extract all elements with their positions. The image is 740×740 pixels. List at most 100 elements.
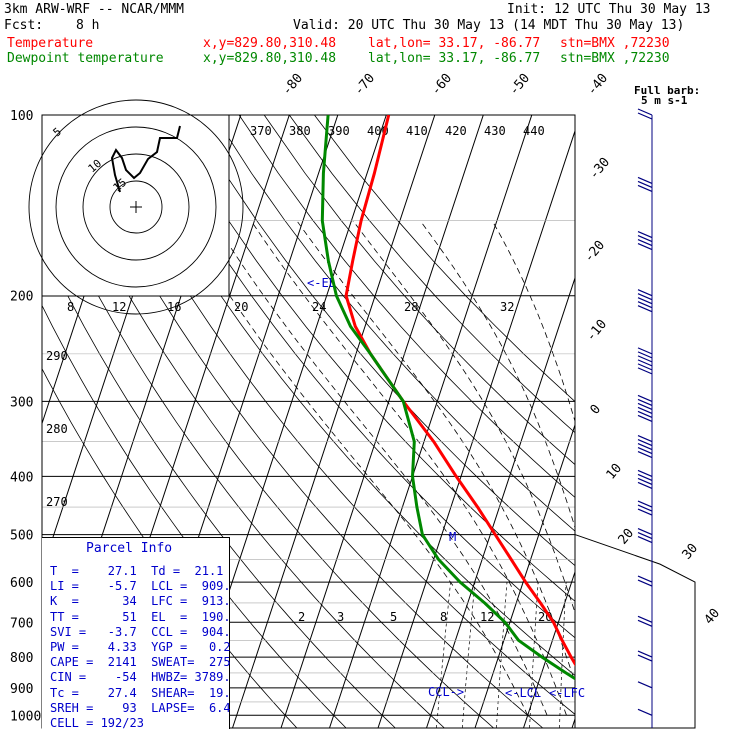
isotherm-line bbox=[329, 115, 533, 728]
moist-adiabat-line bbox=[250, 220, 567, 716]
dry-adiabat-line bbox=[163, 115, 575, 602]
barb-flag bbox=[637, 536, 653, 544]
top-temperature-label: -50 bbox=[507, 71, 534, 99]
dry-adiabat-line bbox=[62, 115, 544, 728]
parcel-info-row: SVI = -3.7 CCL = 904. bbox=[50, 624, 231, 639]
temperature-station: stn=BMX ,72230 bbox=[560, 36, 670, 51]
valid-time: Valid: 20 UTC Thu 30 May 13 (14 MDT Thu … bbox=[293, 18, 685, 33]
isotherm-line bbox=[232, 115, 436, 728]
pressure-tick-label: 1000 bbox=[10, 709, 41, 724]
forecast-label: Fcst: bbox=[4, 18, 44, 33]
parcel-info-row: T = 27.1 Td = 21.1 bbox=[50, 564, 224, 578]
barb-flag bbox=[637, 410, 653, 418]
dry-adiabat-line bbox=[314, 115, 575, 403]
parcel-info-row: TT = 51 EL = 190. bbox=[50, 609, 231, 624]
parcel-info-row: SREH = 93 LAPSE= 6.4 bbox=[50, 700, 231, 715]
mixing-ratio-line bbox=[529, 582, 539, 728]
hodograph-ring bbox=[28, 99, 244, 315]
m-annotation: M bbox=[449, 530, 456, 544]
wind-barb bbox=[637, 230, 653, 251]
dry-adiabat-line bbox=[88, 115, 575, 715]
parcel-info-row: CAPE = 2141 SWEAT= 275 bbox=[50, 655, 231, 670]
wind-barb bbox=[637, 394, 653, 422]
dry-adiabat-line bbox=[113, 115, 575, 676]
pressure-tick-label: 600 bbox=[10, 576, 33, 591]
right-temperature-label: 30 bbox=[680, 541, 702, 563]
barb-flag bbox=[637, 347, 653, 355]
wind-barb bbox=[637, 435, 653, 459]
mixing-ratio-label: 12 bbox=[480, 610, 494, 624]
pressure-tick-label: 500 bbox=[10, 529, 33, 544]
barb-flag bbox=[637, 473, 653, 481]
dry-adiabat-line bbox=[42, 122, 494, 728]
speed-axis-label: 12 bbox=[112, 300, 126, 314]
barb-legend-title: Full barb: bbox=[634, 84, 700, 97]
speed-axis-label: 24 bbox=[312, 300, 326, 314]
right-temperature-label: 20 bbox=[616, 526, 638, 548]
barb-flag bbox=[637, 619, 653, 627]
mixing-ratio-label: 8 bbox=[440, 610, 447, 624]
hodograph-trace bbox=[110, 125, 181, 193]
isotherm-line bbox=[474, 423, 575, 728]
barb-flag bbox=[637, 108, 653, 116]
barb-legend-units: 5 m s-1 bbox=[641, 94, 688, 107]
parcel-info-row: CELL = 192/23 bbox=[50, 716, 144, 730]
barb-flag bbox=[637, 579, 653, 587]
dry-adiabat-line bbox=[238, 115, 575, 498]
barb-flag bbox=[637, 575, 653, 583]
pressure-tick-label: 900 bbox=[10, 682, 33, 697]
barb-flag bbox=[637, 435, 653, 443]
barb-flag bbox=[637, 363, 653, 371]
parcel-info-row: PW = 4.33 YGP = 0.2 bbox=[50, 640, 231, 654]
theta-e-label: 410 bbox=[406, 124, 428, 138]
model-title: 3km ARW-WRF -- NCAR/MMM bbox=[4, 2, 185, 17]
theta-e-label: 380 bbox=[289, 124, 311, 138]
theta-label: 280 bbox=[46, 422, 68, 436]
parcel-info-row: Tc = 27.4 SHEAR= 19. bbox=[50, 685, 231, 700]
barb-flag bbox=[637, 654, 653, 662]
isotherm-line bbox=[377, 129, 575, 728]
isotherm-line bbox=[571, 717, 575, 728]
theta-e-label: 370 bbox=[250, 124, 272, 138]
mixing-ratio-line bbox=[496, 582, 508, 728]
temperature-label: Temperature bbox=[7, 36, 94, 51]
theta-label: 270 bbox=[46, 495, 68, 509]
barb-flag bbox=[637, 394, 653, 402]
isotherm-line bbox=[669, 115, 740, 728]
right-temperature-label: -30 bbox=[587, 155, 614, 183]
theta-label: 290 bbox=[46, 349, 68, 363]
isotherm-line bbox=[718, 115, 740, 728]
ccl-annotation: CCL-> bbox=[428, 685, 464, 699]
dry-adiabat-line bbox=[188, 115, 575, 567]
barb-flag bbox=[637, 481, 653, 489]
pressure-tick-label: 100 bbox=[10, 109, 33, 124]
parcel-info-row: K = 34 LFC = 913. bbox=[50, 594, 231, 609]
mixing-ratio-label: 5 bbox=[390, 610, 397, 624]
barb-flag bbox=[637, 367, 653, 375]
top-temperature-label: -40 bbox=[585, 71, 612, 99]
wind-barb bbox=[637, 500, 653, 516]
dewpoint-coords: x,y=829.80,310.48 bbox=[203, 51, 337, 66]
barb-flag bbox=[637, 477, 653, 485]
isotherm-line bbox=[523, 570, 575, 728]
barb-flag bbox=[637, 234, 653, 243]
right-temperature-label: -10 bbox=[584, 317, 611, 345]
wind-barbs bbox=[637, 108, 653, 728]
parcel-info-title: Parcel Info bbox=[86, 541, 173, 556]
dewpoint-profile-line bbox=[320, 115, 575, 681]
barb-flag bbox=[637, 398, 653, 406]
temperature-coords: x,y=829.80,310.48 bbox=[203, 36, 337, 51]
mixing-ratio-line bbox=[599, 582, 603, 728]
dewpoint-label: Dewpoint temperature bbox=[7, 51, 164, 66]
forecast-hour: 8 h bbox=[76, 18, 100, 33]
plot-frame bbox=[41, 114, 576, 729]
dry-adiabat-line bbox=[263, 115, 575, 466]
moist-adiabat-line bbox=[181, 220, 529, 716]
dry-adiabat-line bbox=[288, 115, 575, 434]
wind-barb bbox=[637, 108, 653, 120]
barb-flag bbox=[637, 414, 653, 422]
extension-frame bbox=[574, 534, 696, 729]
lfc-annotation: <-LFC bbox=[549, 686, 585, 700]
barb-flag bbox=[637, 184, 653, 192]
